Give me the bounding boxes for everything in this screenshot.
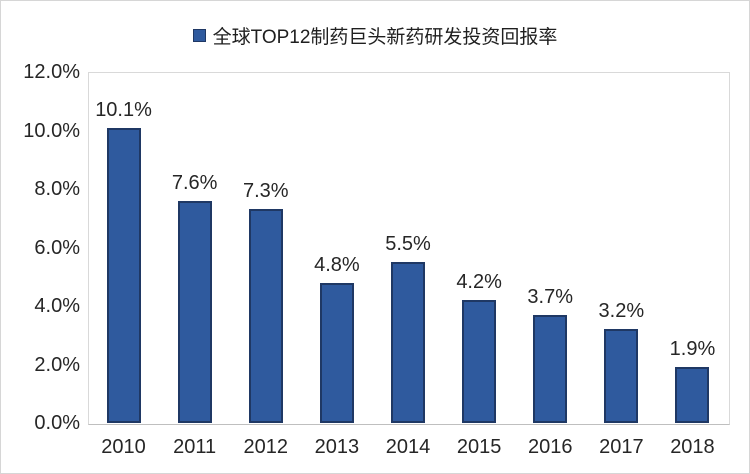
bar-data-label-2015: 4.2%	[456, 271, 502, 294]
x-axis-label-2010: 2010	[101, 436, 146, 458]
bar-data-label-2010: 10.1%	[95, 98, 152, 121]
bar-2013	[319, 282, 354, 423]
legend-label: 全球TOP12制药巨头新药研发投资回报率	[212, 27, 558, 48]
bar-2012	[248, 209, 283, 423]
bar-data-label-2011: 7.6%	[171, 171, 218, 194]
bar-data-label-2012: 7.3%	[242, 180, 289, 203]
legend-marker-icon	[192, 29, 206, 42]
bar-2015	[462, 300, 497, 423]
chart-legend: 全球TOP12制药巨头新药研发投资回报率	[1, 22, 749, 49]
bar-data-label-2016: 3.7%	[527, 285, 574, 308]
x-axis-label-2012: 2012	[243, 436, 289, 458]
y-axis-label-4.0%: 4.0%	[34, 295, 80, 317]
y-axis-label-8.0%: 8.0%	[34, 178, 80, 200]
bar-data-label-2014: 5.5%	[385, 233, 431, 256]
bar-2014	[391, 262, 425, 423]
bar-2011	[177, 200, 212, 423]
y-axis-label-6.0%: 6.0%	[34, 236, 80, 259]
x-axis-label-2013: 2013	[314, 436, 360, 458]
y-axis-label-2.0%: 2.0%	[34, 353, 80, 376]
bar-2016	[533, 314, 568, 423]
bar-2010	[106, 127, 141, 423]
y-axis-label-0.0%: 0.0%	[34, 412, 80, 434]
bar-2017	[604, 329, 639, 423]
bar-data-label-2018: 1.9%	[669, 338, 716, 361]
x-axis-label-2015: 2015	[456, 436, 502, 458]
x-axis-label-2011: 2011	[173, 436, 217, 458]
x-axis-label-2017: 2017	[599, 436, 644, 458]
bar-data-label-2017: 3.2%	[598, 300, 645, 323]
x-axis-label-2018: 2018	[670, 436, 715, 458]
x-axis-label-2014: 2014	[385, 436, 431, 458]
bar-data-label-2013: 4.8%	[314, 253, 360, 276]
y-axis-label-12.0%: 12.0%	[23, 61, 80, 83]
x-axis-label-2016: 2016	[527, 436, 573, 458]
bar-2018	[675, 367, 710, 423]
y-axis-label-10.0%: 10.0%	[23, 119, 80, 142]
